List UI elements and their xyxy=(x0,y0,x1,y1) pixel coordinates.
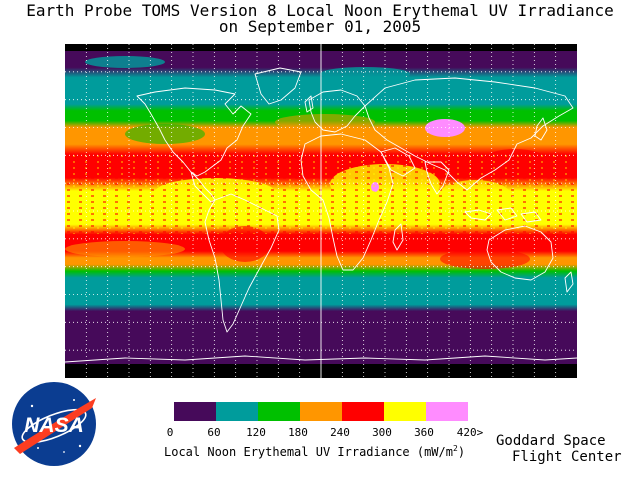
legend-swatch xyxy=(342,402,384,421)
legend-tick-label: 180 xyxy=(288,426,308,439)
legend-tick-label: 300 xyxy=(372,426,392,439)
legend-tick-label: 120 xyxy=(246,426,266,439)
legend-color-bar xyxy=(174,402,468,421)
legend-swatch xyxy=(426,402,468,421)
legend-swatch xyxy=(300,402,342,421)
legend-tick-label: 360 xyxy=(414,426,434,439)
map-title-line-1: Earth Probe TOMS Version 8 Local Noon Er… xyxy=(26,1,614,20)
legend-swatch xyxy=(384,402,426,421)
legend-swatch xyxy=(216,402,258,421)
map-title-line-2: on September 01, 2005 xyxy=(218,17,422,36)
nasa-logo-text: NASA xyxy=(24,414,84,437)
legend-swatch xyxy=(258,402,300,421)
uv-irradiance-map xyxy=(65,44,577,378)
legend-title: Local Noon Erythemal UV Irradiance (mW/m… xyxy=(164,444,466,459)
legend-tick-label: 0 xyxy=(166,426,174,439)
legend-tick-label: 240 xyxy=(330,426,350,439)
nasa-logo: NASA xyxy=(8,378,100,470)
credit-line-1: Goddard Space xyxy=(496,433,606,449)
credit-line-2: Flight Center xyxy=(512,449,622,465)
coastlines xyxy=(65,67,577,363)
legend-swatch xyxy=(174,402,216,421)
legend-tick-label: 60 xyxy=(207,426,221,439)
legend-tick-label: 420> xyxy=(456,426,484,439)
